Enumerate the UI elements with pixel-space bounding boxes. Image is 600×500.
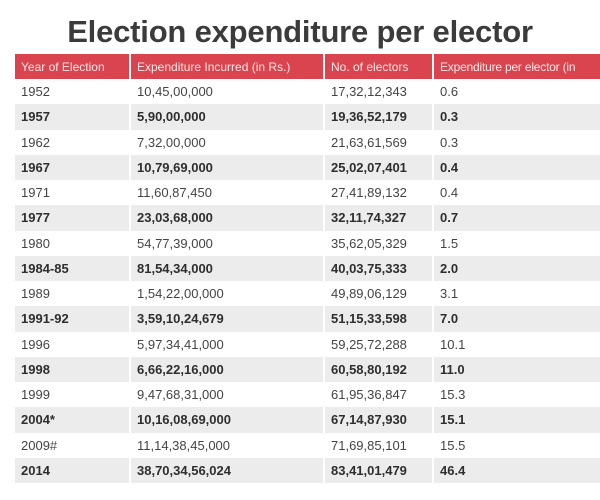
cell-electors: 17,32,12,343 — [324, 79, 434, 105]
cell-year: 1991-92 — [15, 306, 131, 332]
cell-expenditure: 23,03,68,000 — [130, 205, 325, 231]
cell-year: 1980 — [15, 230, 131, 256]
header-electors: No. of electors — [324, 54, 434, 79]
cell-per-elector: 0.4 — [433, 154, 600, 180]
cell-electors: 83,41,01,479 — [324, 457, 434, 483]
cell-per-elector: 0.6 — [440, 84, 459, 100]
table-row: 1998 6,66,22,16,000 60,58,80,192 11.0 — [15, 356, 600, 382]
cell-per-elector: 0.3 — [433, 104, 600, 130]
cell-expenditure: 11,14,38,45,000 — [130, 432, 325, 458]
cell-expenditure: 10,79,69,000 — [130, 154, 325, 180]
table-row: 1980 54,77,39,000 35,62,05,329 1.5 — [15, 230, 600, 256]
cell-year: 1967 — [15, 154, 131, 180]
cell-per-elector: 7.0 — [433, 306, 600, 332]
cell-electors: 51,15,33,598 — [324, 306, 434, 332]
cell-year: 2009# — [15, 432, 131, 458]
table-header-row: Year of Election Expenditure Incurred (i… — [15, 54, 600, 79]
cell-expenditure: 10,45,00,000 — [130, 79, 325, 105]
cell-expenditure: 5,90,00,000 — [130, 104, 325, 130]
table-row: 1984-85 81,54,34,000 40,03,75,333 2.0 — [15, 255, 600, 281]
header-per-elector: Expenditure per elector (in — [433, 54, 600, 79]
table-row: 2004* 10,16,08,69,000 67,14,87,930 15.1 — [15, 407, 600, 433]
cell-per-elector: 10.1 — [440, 336, 466, 352]
cell-per-elector: 15.1 — [433, 407, 600, 433]
cell-expenditure: 1,54,22,00,000 — [130, 281, 325, 307]
cell-electors: 19,36,52,179 — [324, 104, 434, 130]
cell-expenditure: 54,77,39,000 — [130, 230, 325, 256]
table-row: 1977 23,03,68,000 32,11,74,327 0.7 — [15, 205, 600, 231]
cell-year: 2014 — [15, 457, 131, 483]
table-row: 1999 9,47,68,31,000 61,95,36,847 15.3 — [15, 382, 600, 408]
page-title: Election expenditure per elector — [67, 14, 533, 49]
cell-per-elector: 0.3 — [440, 134, 459, 150]
cell-year: 1957 — [15, 104, 131, 130]
cell-electors: 60,58,80,192 — [324, 356, 434, 382]
cell-year: 2004* — [15, 407, 131, 433]
table-row: 1967 10,79,69,000 25,02,07,401 0.4 — [15, 154, 600, 180]
cell-per-elector: 1.5 — [440, 235, 459, 251]
cell-year: 1996 — [15, 331, 131, 357]
table-row: 1996 5,97,34,41,000 59,25,72,288 10.1 — [15, 331, 600, 357]
table-row: 2009# 11,14,38,45,000 71,69,85,101 15.5 — [15, 432, 600, 458]
cell-electors: 35,62,05,329 — [324, 230, 434, 256]
cell-electors: 59,25,72,288 — [324, 331, 434, 357]
cell-year: 1962 — [15, 129, 131, 155]
cell-year: 1984-85 — [15, 255, 131, 281]
cell-expenditure: 81,54,34,000 — [130, 255, 325, 281]
cell-electors: 49,89,06,129 — [324, 281, 434, 307]
cell-expenditure: 3,59,10,24,679 — [130, 306, 325, 332]
cell-year: 1977 — [15, 205, 131, 231]
cell-electors: 67,14,87,930 — [324, 407, 434, 433]
cell-electors: 25,02,07,401 — [324, 154, 434, 180]
table-row: 1991-92 3,59,10,24,679 51,15,33,598 7.0 — [15, 306, 600, 332]
table-row: 1989 1,54,22,00,000 49,89,06,129 3.1 — [15, 281, 600, 307]
cell-expenditure: 11,60,87,450 — [130, 180, 325, 206]
table-row: 1952 10,45,00,000 17,32,12,343 0.6 — [15, 79, 600, 105]
cell-year: 1989 — [15, 281, 131, 307]
header-year: Year of Election — [15, 54, 131, 79]
cell-year: 1952 — [15, 79, 131, 105]
cell-electors: 21,63,61,569 — [324, 129, 434, 155]
cell-expenditure: 9,47,68,31,000 — [130, 382, 325, 408]
cell-electors: 27,41,89,132 — [324, 180, 434, 206]
cell-expenditure: 5,97,34,41,000 — [130, 331, 325, 357]
table-row: 1962 7,32,00,000 21,63,61,569 0.3 — [15, 129, 600, 155]
cell-per-elector: 0.4 — [440, 185, 459, 201]
cell-year: 1999 — [15, 382, 131, 408]
cell-electors: 32,11,74,327 — [324, 205, 434, 231]
cell-per-elector: 0.7 — [433, 205, 600, 231]
cell-electors: 61,95,36,847 — [324, 382, 434, 408]
cell-expenditure: 7,32,00,000 — [130, 129, 325, 155]
table-row: 1957 5,90,00,000 19,36,52,179 0.3 — [15, 104, 600, 130]
cell-per-elector: 15.5 — [440, 437, 466, 453]
cell-per-elector: 3.1 — [440, 286, 459, 302]
cell-per-elector: 2.0 — [433, 255, 600, 281]
expenditure-table: Year of Election Expenditure Incurred (i… — [15, 54, 600, 483]
table-row: 1971 11,60,87,450 27,41,89,132 0.4 — [15, 180, 600, 206]
cell-per-elector: 11.0 — [433, 356, 600, 382]
header-expenditure: Expenditure Incurred (in Rs.) — [130, 54, 325, 79]
cell-per-elector: 46.4 — [433, 457, 600, 483]
table-row: 2014 38,70,34,56,024 83,41,01,479 46.4 — [15, 457, 600, 483]
cell-electors: 71,69,85,101 — [324, 432, 434, 458]
cell-electors: 40,03,75,333 — [324, 255, 434, 281]
cell-per-elector: 15.3 — [440, 387, 466, 403]
cell-expenditure: 6,66,22,16,000 — [130, 356, 325, 382]
cell-expenditure: 10,16,08,69,000 — [130, 407, 325, 433]
cell-year: 1971 — [15, 180, 131, 206]
cell-year: 1998 — [15, 356, 131, 382]
cell-expenditure: 38,70,34,56,024 — [130, 457, 325, 483]
